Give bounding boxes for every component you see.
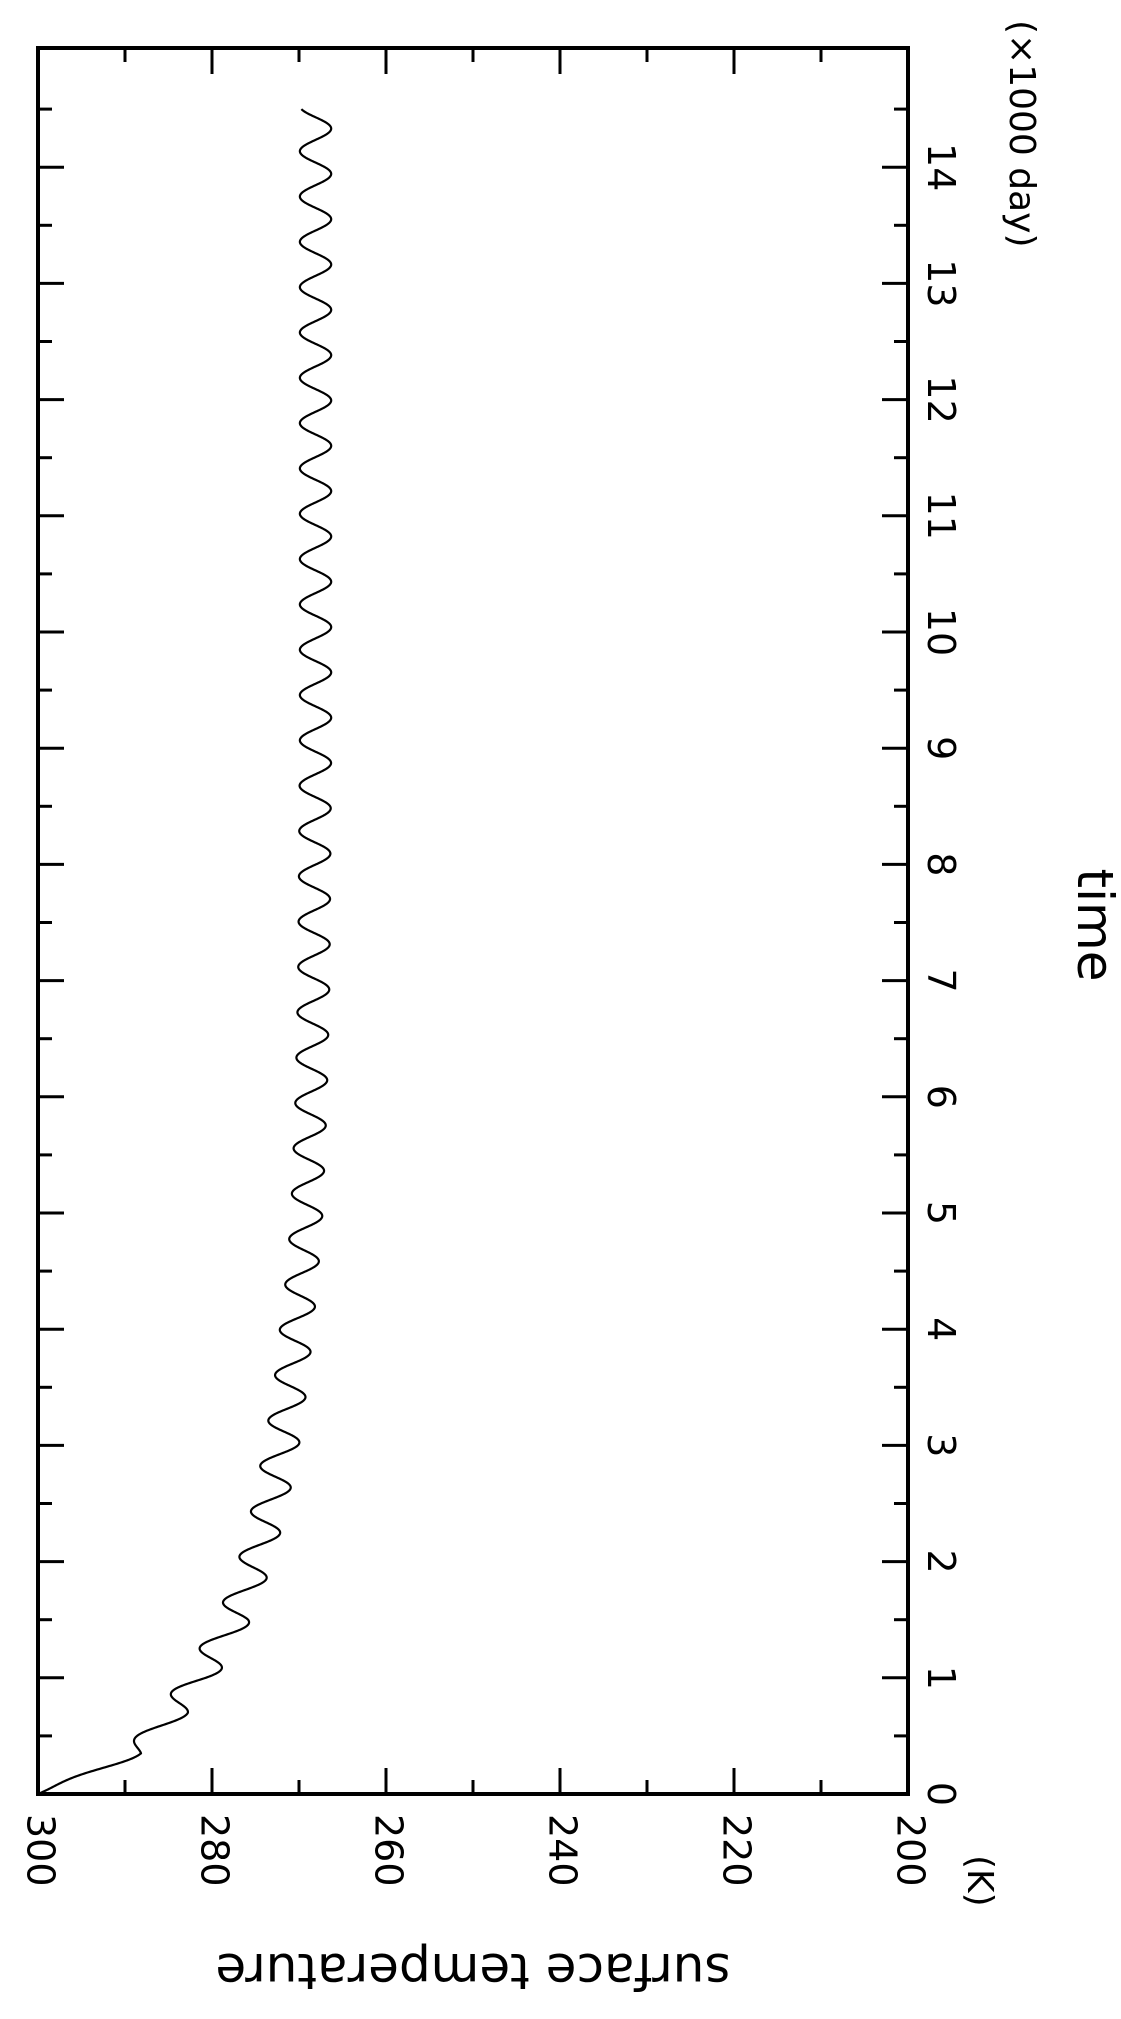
y-tick-label: 300	[19, 1814, 63, 1887]
x-tick-label: 5	[919, 1201, 963, 1225]
x-tick-label: 11	[919, 492, 963, 540]
x-axis-label: time	[1066, 869, 1121, 982]
x-tick-label: 2	[919, 1550, 963, 1574]
x-tick-label: 14	[919, 143, 963, 191]
x-tick-label: 1	[919, 1666, 963, 1690]
x-tick-label: 7	[919, 969, 963, 993]
x-axis-unit: (×1000 day)	[1001, 20, 1042, 248]
y-tick-label: 260	[367, 1814, 411, 1887]
y-tick-label: 240	[541, 1814, 585, 1887]
series-line	[37, 108, 333, 1796]
plot-frame	[36, 46, 910, 1796]
y-tick-label: 220	[715, 1814, 759, 1887]
x-tick-label: 12	[919, 375, 963, 423]
x-tick-label: 0	[919, 1782, 963, 1806]
x-tick-label: 3	[919, 1433, 963, 1457]
y-axis-label: surface temperature	[216, 1942, 731, 2000]
y-tick-label: 200	[889, 1814, 933, 1887]
x-tick-label: 13	[919, 259, 963, 307]
y-tick-label: 280	[193, 1814, 237, 1887]
x-tick-label: 6	[919, 1085, 963, 1109]
x-tick-label: 10	[919, 608, 963, 656]
x-tick-label: 8	[919, 852, 963, 876]
y-axis-ticks: 200 220 240 260 280 300	[19, 48, 933, 1887]
y-axis-unit: (K)	[959, 1855, 1000, 1907]
x-tick-label: 9	[919, 736, 963, 760]
x-tick-label: 4	[919, 1317, 963, 1341]
